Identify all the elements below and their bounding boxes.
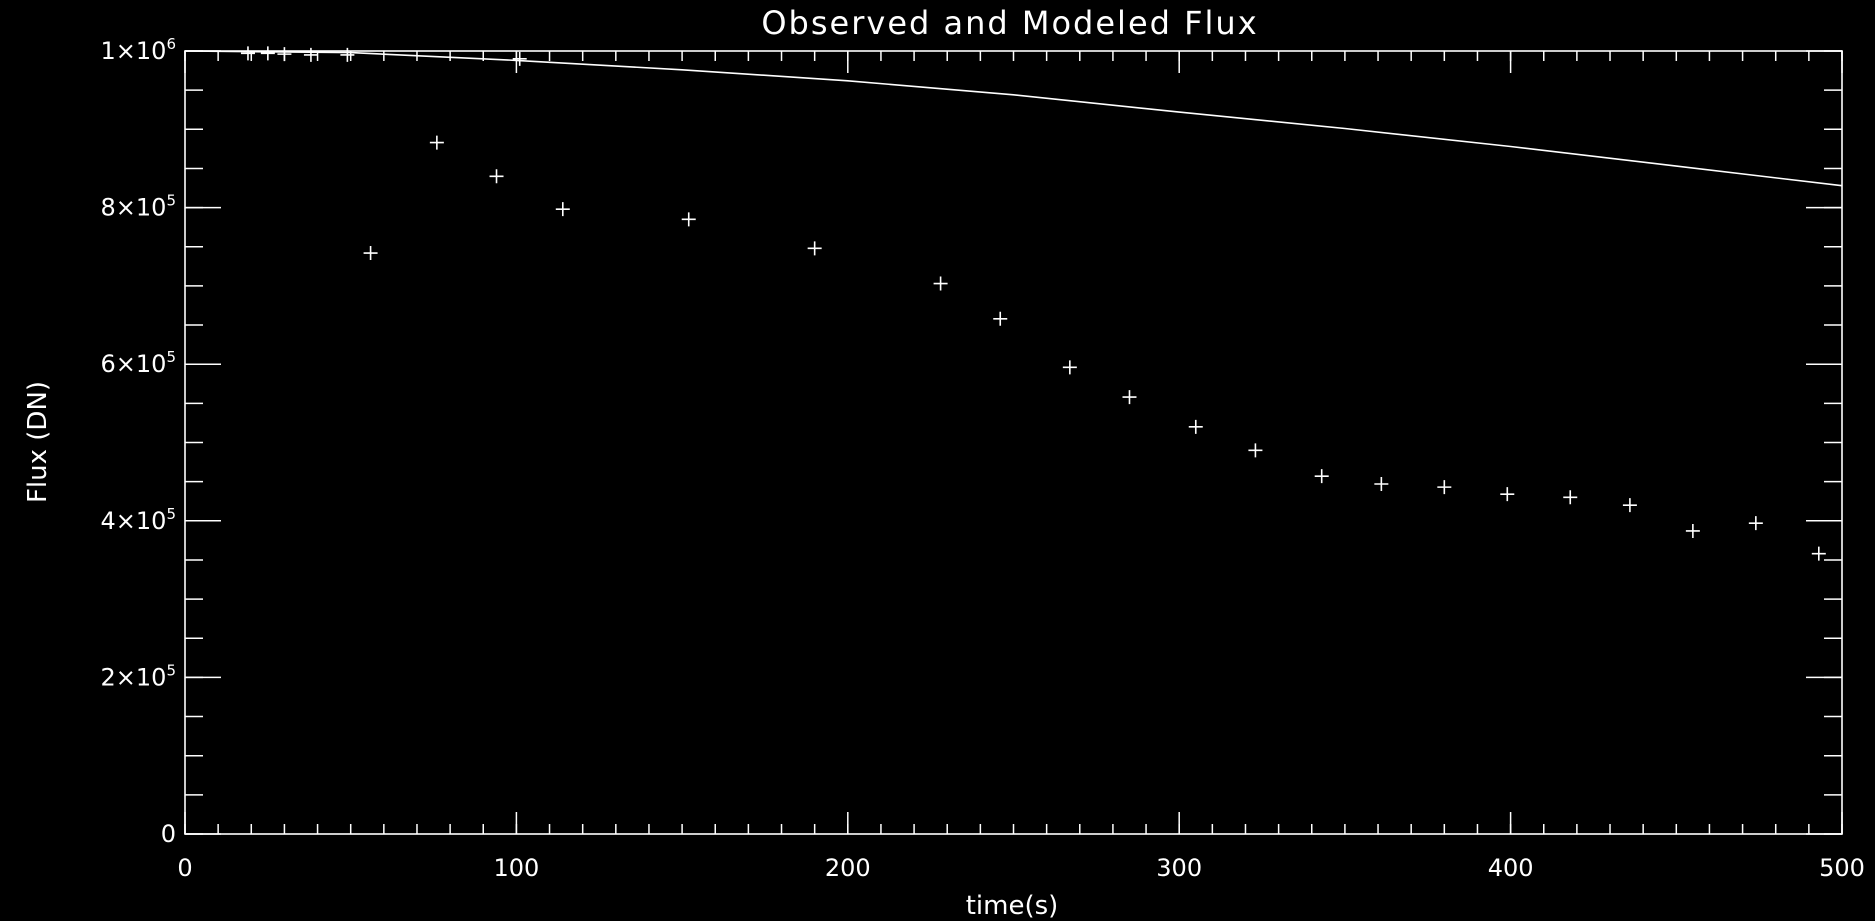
x-tick-label: 0: [177, 854, 192, 882]
y-tick-label: 1×106: [101, 35, 176, 65]
y-tick-label: 0: [161, 820, 176, 848]
y-tick-label: 4×105: [101, 505, 176, 535]
chart-title: Observed and Modeled Flux: [761, 4, 1258, 42]
x-tick-label: 200: [825, 854, 871, 882]
y-tick-label: 8×105: [101, 192, 176, 222]
x-axis-label: time(s): [966, 891, 1059, 921]
x-tick-label: 400: [1488, 854, 1534, 882]
x-tick-label: 300: [1156, 854, 1202, 882]
y-tick-label: 2×105: [101, 661, 176, 691]
x-tick-label: 100: [493, 854, 539, 882]
x-tick-label: 500: [1819, 854, 1865, 882]
y-tick-label: 6×105: [101, 348, 176, 378]
y-axis-label: Flux (DN): [23, 381, 53, 503]
